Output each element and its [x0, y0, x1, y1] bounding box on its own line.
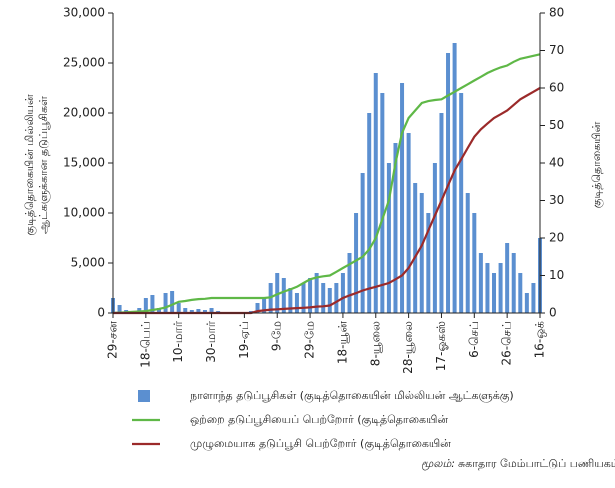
- y-tick-label: 15,000: [63, 156, 105, 170]
- bar: [505, 243, 510, 313]
- bar: [452, 43, 457, 313]
- bar: [117, 305, 122, 313]
- legend-label: முழுமையாக தடுப்பூசி பெற்றோர் (குடித்தொகை…: [190, 437, 451, 452]
- y2-tick-label: 10: [549, 268, 564, 282]
- bar: [492, 273, 497, 313]
- x-tick-label: 18-பெப்: [138, 321, 152, 368]
- line-series: [112, 53, 541, 315]
- bar: [308, 278, 313, 313]
- x-tick-label: 16-ஒக்: [533, 321, 547, 359]
- y-tick-label: 0: [97, 306, 105, 320]
- bar: [255, 303, 260, 313]
- y2-tick-label: 0: [549, 306, 557, 320]
- bar: [498, 263, 503, 313]
- bar: [202, 310, 207, 313]
- bar: [301, 283, 306, 313]
- bar: [321, 283, 326, 313]
- x-tick-label: 19-ஏப்: [237, 321, 251, 359]
- bar: [314, 273, 319, 313]
- bar: [262, 298, 267, 313]
- bar: [196, 309, 201, 313]
- bar: [439, 113, 444, 313]
- bar: [373, 73, 378, 313]
- bar: [459, 93, 464, 313]
- bar: [511, 253, 516, 313]
- bar: [524, 293, 529, 313]
- bar: [183, 308, 188, 313]
- bar: [163, 293, 168, 313]
- y2-tick-label: 50: [549, 118, 564, 132]
- bar: [170, 291, 175, 313]
- bar: [294, 293, 299, 313]
- bar: [393, 143, 398, 313]
- x-tick-label: 17-ஓகஸ்: [434, 321, 448, 371]
- bar: [156, 308, 161, 313]
- legend-label: ஒற்றை தடுப்பூசியைப் பெற்றோர் (குடித்தொகை…: [190, 413, 448, 428]
- bar: [288, 288, 293, 313]
- y-tick-label: 10,000: [63, 206, 105, 220]
- y2-tick-label: 70: [549, 43, 564, 57]
- y-tick-label: 20,000: [63, 106, 105, 120]
- bar: [143, 298, 148, 313]
- y-axis-label: குடித்தொகையின் மில்லியன்: [23, 94, 38, 236]
- legend-label: நாளாந்த தடுப்பூசிகள் (குடித்தொகையின் மில…: [190, 389, 514, 404]
- y2-tick-label: 40: [549, 156, 564, 170]
- x-tick-label: 29-சன: [106, 321, 120, 359]
- legend-swatch: [138, 390, 150, 402]
- y2-axis-label: குடித்தொகையின்: [590, 121, 605, 208]
- bar: [419, 193, 424, 313]
- bar: [176, 303, 181, 313]
- bar: [354, 213, 359, 313]
- bar: [327, 288, 332, 313]
- bar: [380, 93, 385, 313]
- bar: [485, 263, 490, 313]
- y2-tick-label: 80: [549, 6, 564, 20]
- x-tick-label: 8-யூலை: [368, 321, 382, 366]
- y2-tick-label: 60: [549, 81, 564, 95]
- y-axis-label: ஆட்களுக்கான தடுப்பூசிகள்: [37, 96, 51, 234]
- y-tick-label: 25,000: [63, 56, 105, 70]
- bar: [400, 83, 405, 313]
- y2-tick-label: 20: [549, 231, 564, 245]
- bar: [465, 193, 470, 313]
- x-tick-label: 6-செப்: [467, 321, 481, 358]
- bar: [413, 183, 418, 313]
- bar: [189, 310, 194, 313]
- y2-tick-label: 30: [549, 193, 564, 207]
- bar: [386, 163, 391, 313]
- bar: [478, 253, 483, 313]
- bar: [518, 273, 523, 313]
- bar: [347, 253, 352, 313]
- source-label: மூலம்:: [421, 457, 455, 471]
- bar: [281, 278, 286, 313]
- x-tick-label: 28-யூலை: [401, 321, 415, 374]
- bar: [150, 295, 155, 313]
- bar: [426, 213, 431, 313]
- x-tick-label: 18-யூன்: [335, 321, 349, 364]
- bar: [406, 133, 411, 313]
- bar: [531, 283, 536, 313]
- y-tick-label: 30,000: [63, 6, 105, 20]
- y-tick-label: 5,000: [71, 256, 105, 270]
- source-text: சுகாதார மேம்பாட்டுப் பணியகம்: [458, 457, 615, 470]
- x-tick-label: 9-மே: [270, 321, 284, 351]
- bar: [472, 213, 477, 313]
- bar: [367, 113, 372, 313]
- bar: [209, 308, 214, 313]
- x-tick-label: 30-மார்: [204, 320, 218, 363]
- x-tick-label: 10-மார்: [171, 320, 185, 363]
- bar: [340, 273, 345, 313]
- bar: [275, 273, 280, 313]
- x-tick-label: 29-மே: [303, 321, 317, 359]
- x-tick-label: 26-செப்: [500, 321, 514, 366]
- bar: [432, 163, 437, 313]
- bar: [334, 283, 339, 313]
- bar: [360, 173, 365, 313]
